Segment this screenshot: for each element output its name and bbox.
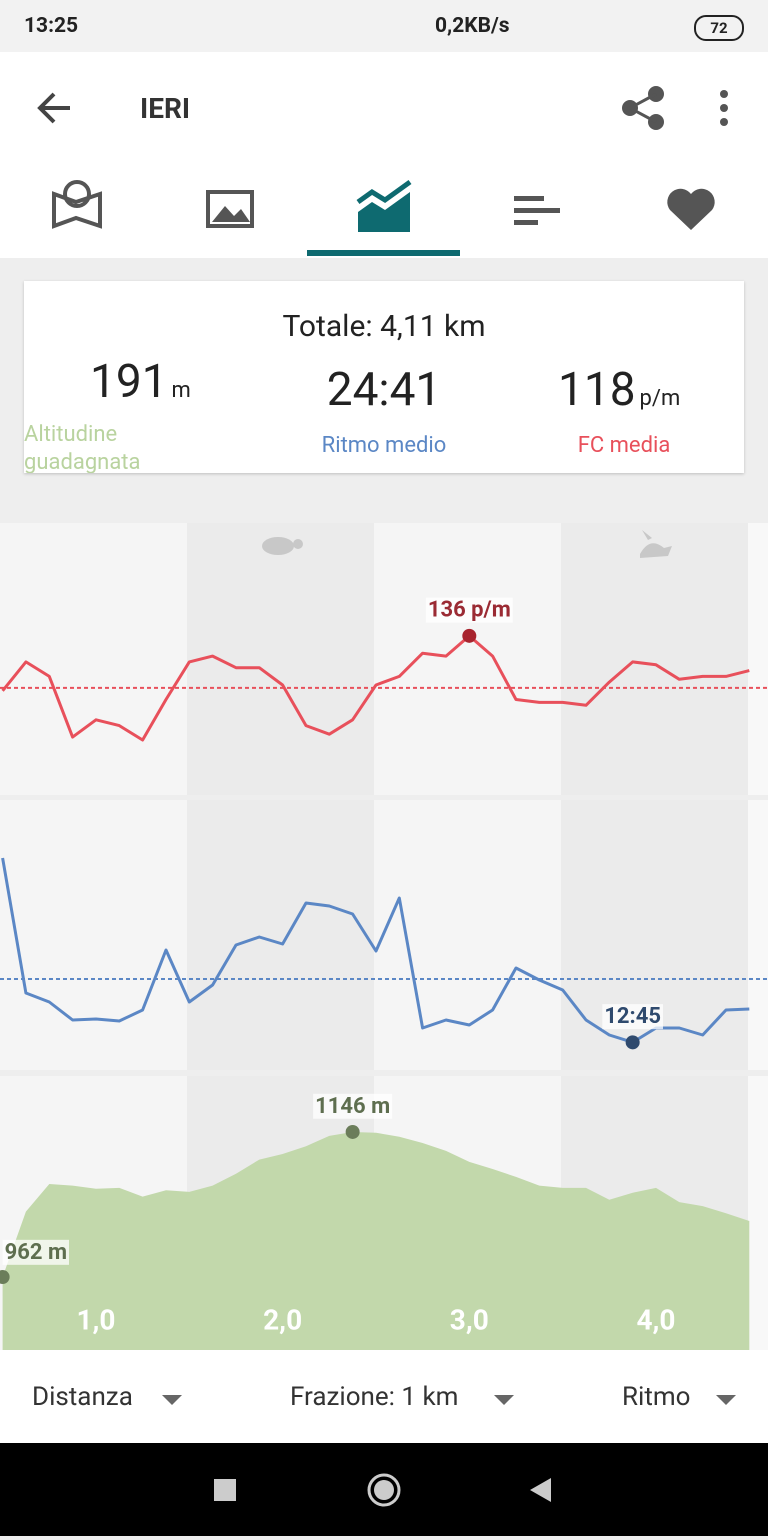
annotation-label: 1146 m [315, 1094, 390, 1119]
tab-indicator [307, 250, 460, 256]
panel-column [748, 523, 768, 795]
annotation-label-background [313, 1093, 393, 1119]
panel-column [374, 523, 561, 795]
status-bar: 13:25 0,2KB/s 72 [0, 0, 768, 52]
annotation-marker [0, 1270, 10, 1285]
annotation-marker [625, 1035, 640, 1050]
annotation-marker [345, 1124, 360, 1139]
annotation-label-background [2, 1239, 70, 1265]
slow-icon [262, 537, 294, 555]
network-speed: 0,2KB/s [435, 14, 510, 38]
split-selector[interactable]: Frazione: 1 km [290, 1382, 459, 1412]
x-axis-selector[interactable]: Distanza [32, 1382, 133, 1412]
dropdown-arrows [162, 1395, 736, 1405]
panel-column [0, 523, 187, 795]
annotation-marker [462, 628, 477, 643]
panel-column [748, 1076, 768, 1350]
tab-charts[interactable] [356, 179, 412, 232]
hr-value: 118 [558, 363, 636, 417]
annotation-label-background [425, 597, 513, 623]
dropdown-arrow [162, 1395, 736, 1405]
pace-value: 24:41 [326, 363, 442, 417]
app-bar: IERI [0, 52, 768, 258]
hr-stat: 118 p/m [558, 363, 680, 417]
x-tick-label: 4,0 [636, 1303, 675, 1336]
panel-column [561, 523, 748, 795]
tab-map[interactable] [52, 180, 102, 229]
hr-unit: p/m [639, 386, 681, 411]
recents-button[interactable] [214, 1479, 236, 1501]
battery-level: 72 [710, 19, 728, 37]
panel-column [374, 800, 561, 1070]
fast-icon [640, 530, 672, 558]
back-button[interactable] [37, 92, 70, 124]
tab-heart[interactable] [667, 188, 715, 230]
charts: 136 p/m 12:45 1,0 2,0 3,0 4,0 1146 m 962 m [0, 500, 768, 1350]
nav-icons [214, 1473, 551, 1507]
annotation-label: 12:45 [604, 1004, 661, 1029]
panel-column [748, 800, 768, 1070]
share-button[interactable] [622, 86, 664, 130]
x-tick-label: 1,0 [76, 1303, 115, 1336]
battery: 72 [694, 15, 744, 41]
controls-bar: Distanza Frazione: 1 km Ritmo [0, 1350, 768, 1443]
clock: 13:25 [24, 14, 79, 38]
annotation-label: 136 p/m [428, 598, 511, 623]
app-bar-icons [37, 86, 728, 256]
summary-card: Totale: 4,11 km 191 m Altitudine guadagn… [24, 281, 744, 473]
altitude-stat: 191 m [90, 355, 191, 409]
altitude-unit: m [171, 378, 191, 403]
slow-icon-head [293, 539, 303, 549]
navigation-bar [0, 1443, 768, 1536]
total-distance: Totale: 4,11 km [282, 309, 486, 344]
x-tick-label: 3,0 [450, 1303, 489, 1336]
pace-label: Ritmo medio [321, 433, 447, 458]
hr-label: FC media [577, 433, 671, 458]
altitude-value: 191 [90, 355, 168, 409]
home-button[interactable] [367, 1473, 401, 1507]
altitude-label: Altitudine guadagnata [24, 422, 141, 473]
panel-column [0, 800, 187, 1070]
metric-selector[interactable]: Ritmo [622, 1382, 691, 1412]
data-area [2, 1132, 750, 1350]
x-tick-label: 2,0 [263, 1303, 302, 1336]
app-title: IERI [140, 92, 191, 125]
menu-button[interactable] [720, 90, 728, 126]
annotation-label-background [602, 1004, 664, 1030]
annotation-label: 962 m [5, 1240, 67, 1265]
tab-photos[interactable] [206, 190, 254, 228]
home-button-dot [374, 1480, 394, 1500]
tab-splits[interactable] [514, 196, 560, 225]
back-nav-button[interactable] [530, 1478, 551, 1502]
panel-column [187, 523, 374, 795]
panel-column [187, 800, 374, 1070]
data-line [1, 634, 750, 742]
data-line [1, 857, 750, 1044]
